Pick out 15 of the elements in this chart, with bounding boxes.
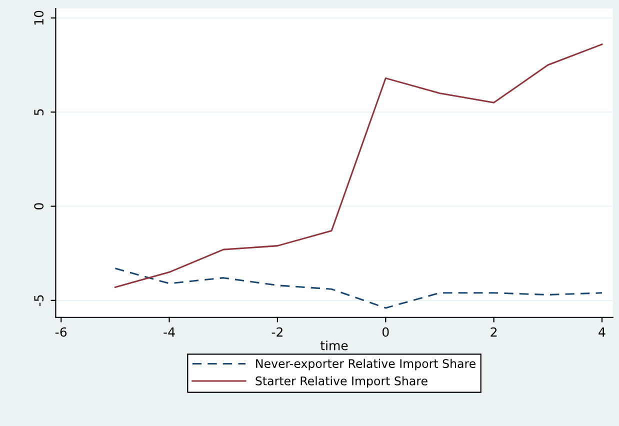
x-tick-label: 0 [382,327,389,337]
legend-label: Starter Relative Import Share [256,376,428,388]
x-tick-label: -4 [164,327,175,337]
x-tick-label: 4 [598,327,606,337]
x-tick-label: -6 [56,327,67,337]
line-series [114,44,603,288]
y-tick-label: 0 [34,203,44,210]
x-tick-label: 2 [490,327,497,337]
x-axis-title: time [320,340,348,350]
x-tick-label: -2 [272,327,282,337]
y-tick-label: 10 [34,10,44,25]
y-tick-label: 5 [34,109,44,116]
line-series [114,268,603,309]
legend-label: Never-exporter Relative Import Share [256,358,476,370]
y-tick-label: -5 [34,295,44,306]
